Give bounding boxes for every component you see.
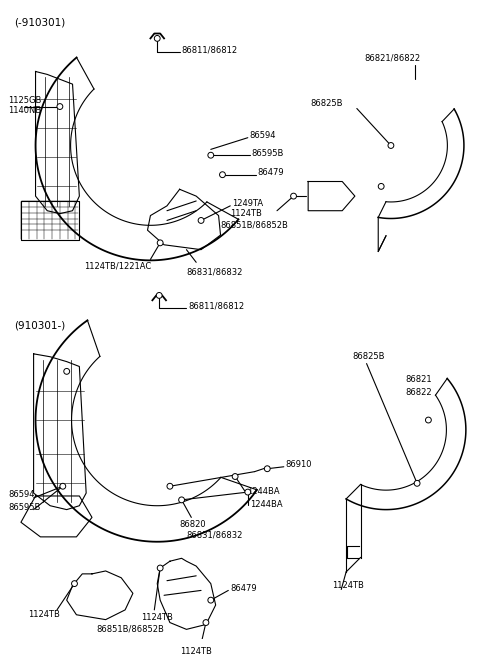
Circle shape: [414, 480, 420, 486]
Text: (910301-): (910301-): [14, 320, 65, 331]
Text: (-910301): (-910301): [14, 18, 65, 28]
Text: 86595B: 86595B: [8, 503, 41, 512]
Circle shape: [60, 483, 66, 489]
Circle shape: [208, 597, 214, 603]
Text: 86811/86812: 86811/86812: [188, 302, 244, 310]
Circle shape: [157, 565, 163, 571]
Circle shape: [219, 172, 226, 178]
Text: 1124TB/1221AC: 1124TB/1221AC: [84, 262, 152, 271]
Text: 86594: 86594: [250, 131, 276, 140]
Text: 1124TB: 1124TB: [230, 209, 262, 218]
Circle shape: [72, 581, 77, 586]
Text: 86479: 86479: [258, 168, 284, 178]
Text: 86831/86832: 86831/86832: [186, 267, 243, 276]
Text: 86821: 86821: [406, 375, 432, 384]
Circle shape: [167, 483, 173, 489]
Text: 1249TA: 1249TA: [232, 199, 264, 208]
Text: 1125GB: 1125GB: [8, 96, 42, 105]
Text: 86910: 86910: [286, 460, 312, 470]
Text: 86851B/86852B: 86851B/86852B: [220, 221, 288, 230]
Circle shape: [198, 217, 204, 223]
Text: 1244BA: 1244BA: [247, 487, 279, 496]
Text: 86825B: 86825B: [310, 99, 343, 108]
Circle shape: [157, 240, 163, 246]
Circle shape: [156, 293, 162, 298]
Text: 1124TB: 1124TB: [180, 647, 212, 655]
Circle shape: [378, 183, 384, 189]
Circle shape: [203, 620, 209, 626]
Text: 1140NB: 1140NB: [8, 106, 42, 115]
Circle shape: [179, 497, 184, 503]
Circle shape: [245, 489, 251, 495]
Text: 86811/86812: 86811/86812: [181, 46, 238, 54]
Text: 86820: 86820: [180, 519, 206, 529]
Text: 86594: 86594: [8, 489, 35, 498]
Circle shape: [425, 417, 432, 423]
Text: 86479: 86479: [230, 584, 257, 593]
Text: 1124TB: 1124TB: [28, 610, 60, 619]
Text: 86825B: 86825B: [352, 352, 384, 362]
Circle shape: [290, 193, 297, 199]
Circle shape: [232, 474, 238, 479]
Text: 86595B: 86595B: [252, 149, 284, 158]
Circle shape: [155, 35, 160, 41]
Circle shape: [388, 143, 394, 149]
Text: 1124TB: 1124TB: [333, 581, 364, 590]
Circle shape: [64, 369, 70, 374]
Text: 1124TB: 1124TB: [141, 613, 173, 622]
Circle shape: [208, 153, 214, 158]
Text: 86831/86832: 86831/86832: [186, 531, 243, 540]
Text: 86822: 86822: [406, 388, 432, 398]
Circle shape: [57, 103, 63, 109]
Circle shape: [264, 466, 270, 472]
Text: 86851B/86852B: 86851B/86852B: [96, 625, 164, 634]
Text: 1244BA: 1244BA: [250, 500, 282, 509]
Text: 86821/86822: 86821/86822: [365, 53, 421, 62]
